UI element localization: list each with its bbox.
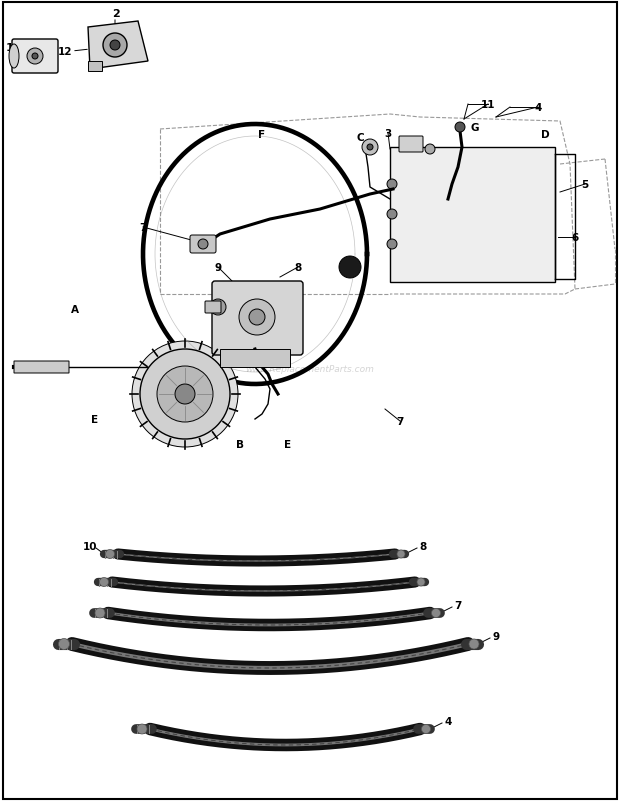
Polygon shape — [88, 22, 148, 70]
Circle shape — [239, 300, 275, 335]
Text: www.ReplacementParts.com: www.ReplacementParts.com — [246, 365, 374, 374]
Text: E: E — [91, 415, 99, 424]
Text: 3: 3 — [384, 129, 392, 139]
Circle shape — [432, 609, 440, 618]
Text: 7: 7 — [396, 416, 404, 427]
Text: 8: 8 — [419, 541, 427, 551]
FancyBboxPatch shape — [212, 282, 303, 355]
Circle shape — [387, 210, 397, 220]
Circle shape — [362, 140, 378, 156]
Circle shape — [339, 257, 361, 278]
Circle shape — [249, 310, 265, 326]
Circle shape — [210, 300, 226, 316]
Circle shape — [58, 638, 69, 650]
FancyBboxPatch shape — [14, 362, 69, 374]
Text: A: A — [71, 305, 79, 314]
Text: E: E — [285, 439, 291, 449]
FancyBboxPatch shape — [88, 62, 102, 72]
Circle shape — [95, 608, 105, 618]
Circle shape — [99, 577, 108, 587]
Circle shape — [157, 367, 213, 423]
Text: D: D — [541, 130, 549, 140]
Circle shape — [422, 724, 430, 734]
Ellipse shape — [9, 45, 19, 69]
Circle shape — [105, 550, 115, 559]
Text: B: B — [236, 439, 244, 449]
Text: 5: 5 — [582, 180, 588, 190]
Text: 1: 1 — [6, 43, 14, 53]
Circle shape — [198, 240, 208, 249]
Circle shape — [132, 342, 238, 448]
Text: 4: 4 — [534, 103, 542, 113]
Text: 7: 7 — [140, 223, 147, 233]
Circle shape — [103, 34, 127, 58]
Text: 11: 11 — [480, 100, 495, 110]
Text: 8: 8 — [294, 263, 301, 273]
Circle shape — [397, 550, 405, 558]
Text: 6: 6 — [572, 233, 578, 243]
FancyBboxPatch shape — [220, 350, 290, 367]
FancyBboxPatch shape — [390, 148, 555, 282]
Text: 9: 9 — [215, 263, 221, 273]
Text: 2: 2 — [112, 9, 120, 19]
Text: 9: 9 — [492, 631, 500, 642]
Circle shape — [417, 578, 425, 586]
Text: F: F — [259, 130, 265, 140]
Circle shape — [425, 145, 435, 155]
FancyBboxPatch shape — [399, 137, 423, 153]
Text: 7: 7 — [454, 600, 462, 610]
Circle shape — [455, 123, 465, 133]
Ellipse shape — [27, 49, 43, 65]
Circle shape — [137, 724, 147, 734]
Circle shape — [469, 639, 479, 649]
Circle shape — [110, 41, 120, 51]
Text: C: C — [356, 133, 364, 143]
Circle shape — [387, 240, 397, 249]
Ellipse shape — [32, 54, 38, 60]
Text: G: G — [471, 123, 479, 133]
FancyBboxPatch shape — [12, 40, 58, 74]
Text: 10: 10 — [82, 541, 97, 551]
FancyBboxPatch shape — [205, 302, 221, 314]
Circle shape — [367, 145, 373, 151]
Circle shape — [387, 180, 397, 190]
Circle shape — [140, 350, 230, 439]
Circle shape — [175, 384, 195, 404]
Text: 12: 12 — [58, 47, 73, 57]
FancyBboxPatch shape — [190, 236, 216, 253]
Text: 4: 4 — [445, 716, 452, 726]
